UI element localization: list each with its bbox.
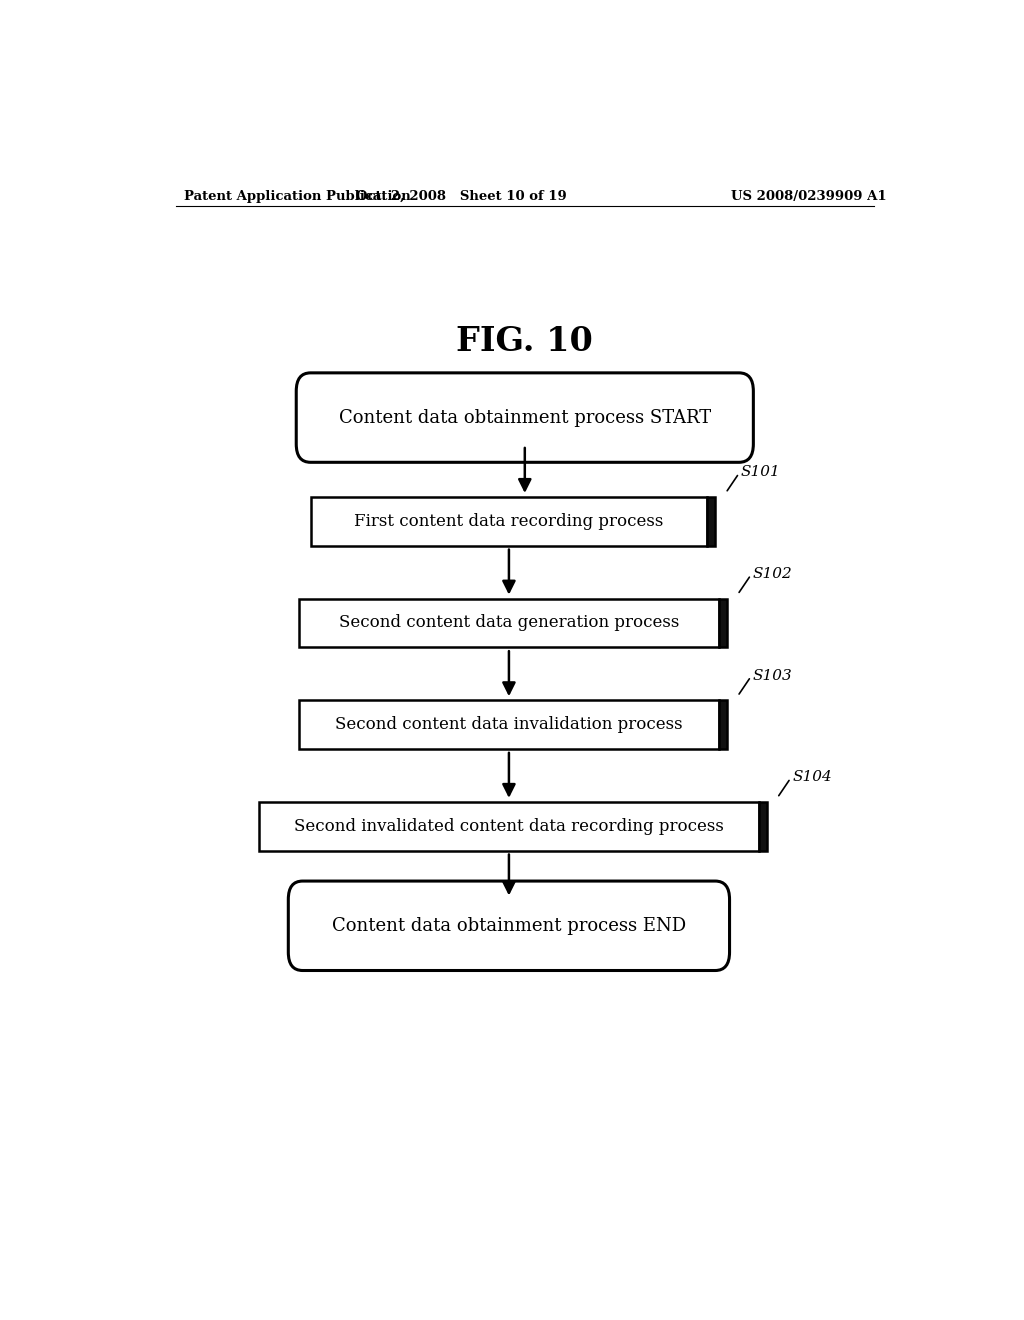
- Polygon shape: [259, 801, 759, 850]
- Text: First content data recording process: First content data recording process: [354, 512, 664, 529]
- FancyBboxPatch shape: [296, 372, 754, 462]
- Polygon shape: [708, 496, 715, 545]
- Polygon shape: [759, 801, 767, 850]
- Polygon shape: [299, 598, 719, 647]
- Text: S101: S101: [740, 466, 780, 479]
- Text: Oct. 2, 2008   Sheet 10 of 19: Oct. 2, 2008 Sheet 10 of 19: [356, 190, 566, 202]
- Polygon shape: [719, 598, 727, 647]
- Text: FIG. 10: FIG. 10: [457, 325, 593, 358]
- Polygon shape: [299, 700, 719, 748]
- Text: US 2008/0239909 A1: US 2008/0239909 A1: [731, 190, 887, 202]
- Text: S104: S104: [793, 771, 831, 784]
- Polygon shape: [310, 496, 708, 545]
- Text: Second content data invalidation process: Second content data invalidation process: [335, 715, 683, 733]
- Text: Second content data generation process: Second content data generation process: [339, 614, 679, 631]
- FancyBboxPatch shape: [289, 880, 729, 970]
- Text: Content data obtainment process END: Content data obtainment process END: [332, 917, 686, 935]
- Polygon shape: [719, 700, 727, 748]
- Text: Second invalidated content data recording process: Second invalidated content data recordin…: [294, 817, 724, 834]
- Text: S102: S102: [753, 568, 793, 581]
- Text: Content data obtainment process START: Content data obtainment process START: [339, 409, 711, 426]
- Text: S103: S103: [753, 669, 793, 682]
- Text: Patent Application Publication: Patent Application Publication: [183, 190, 411, 202]
